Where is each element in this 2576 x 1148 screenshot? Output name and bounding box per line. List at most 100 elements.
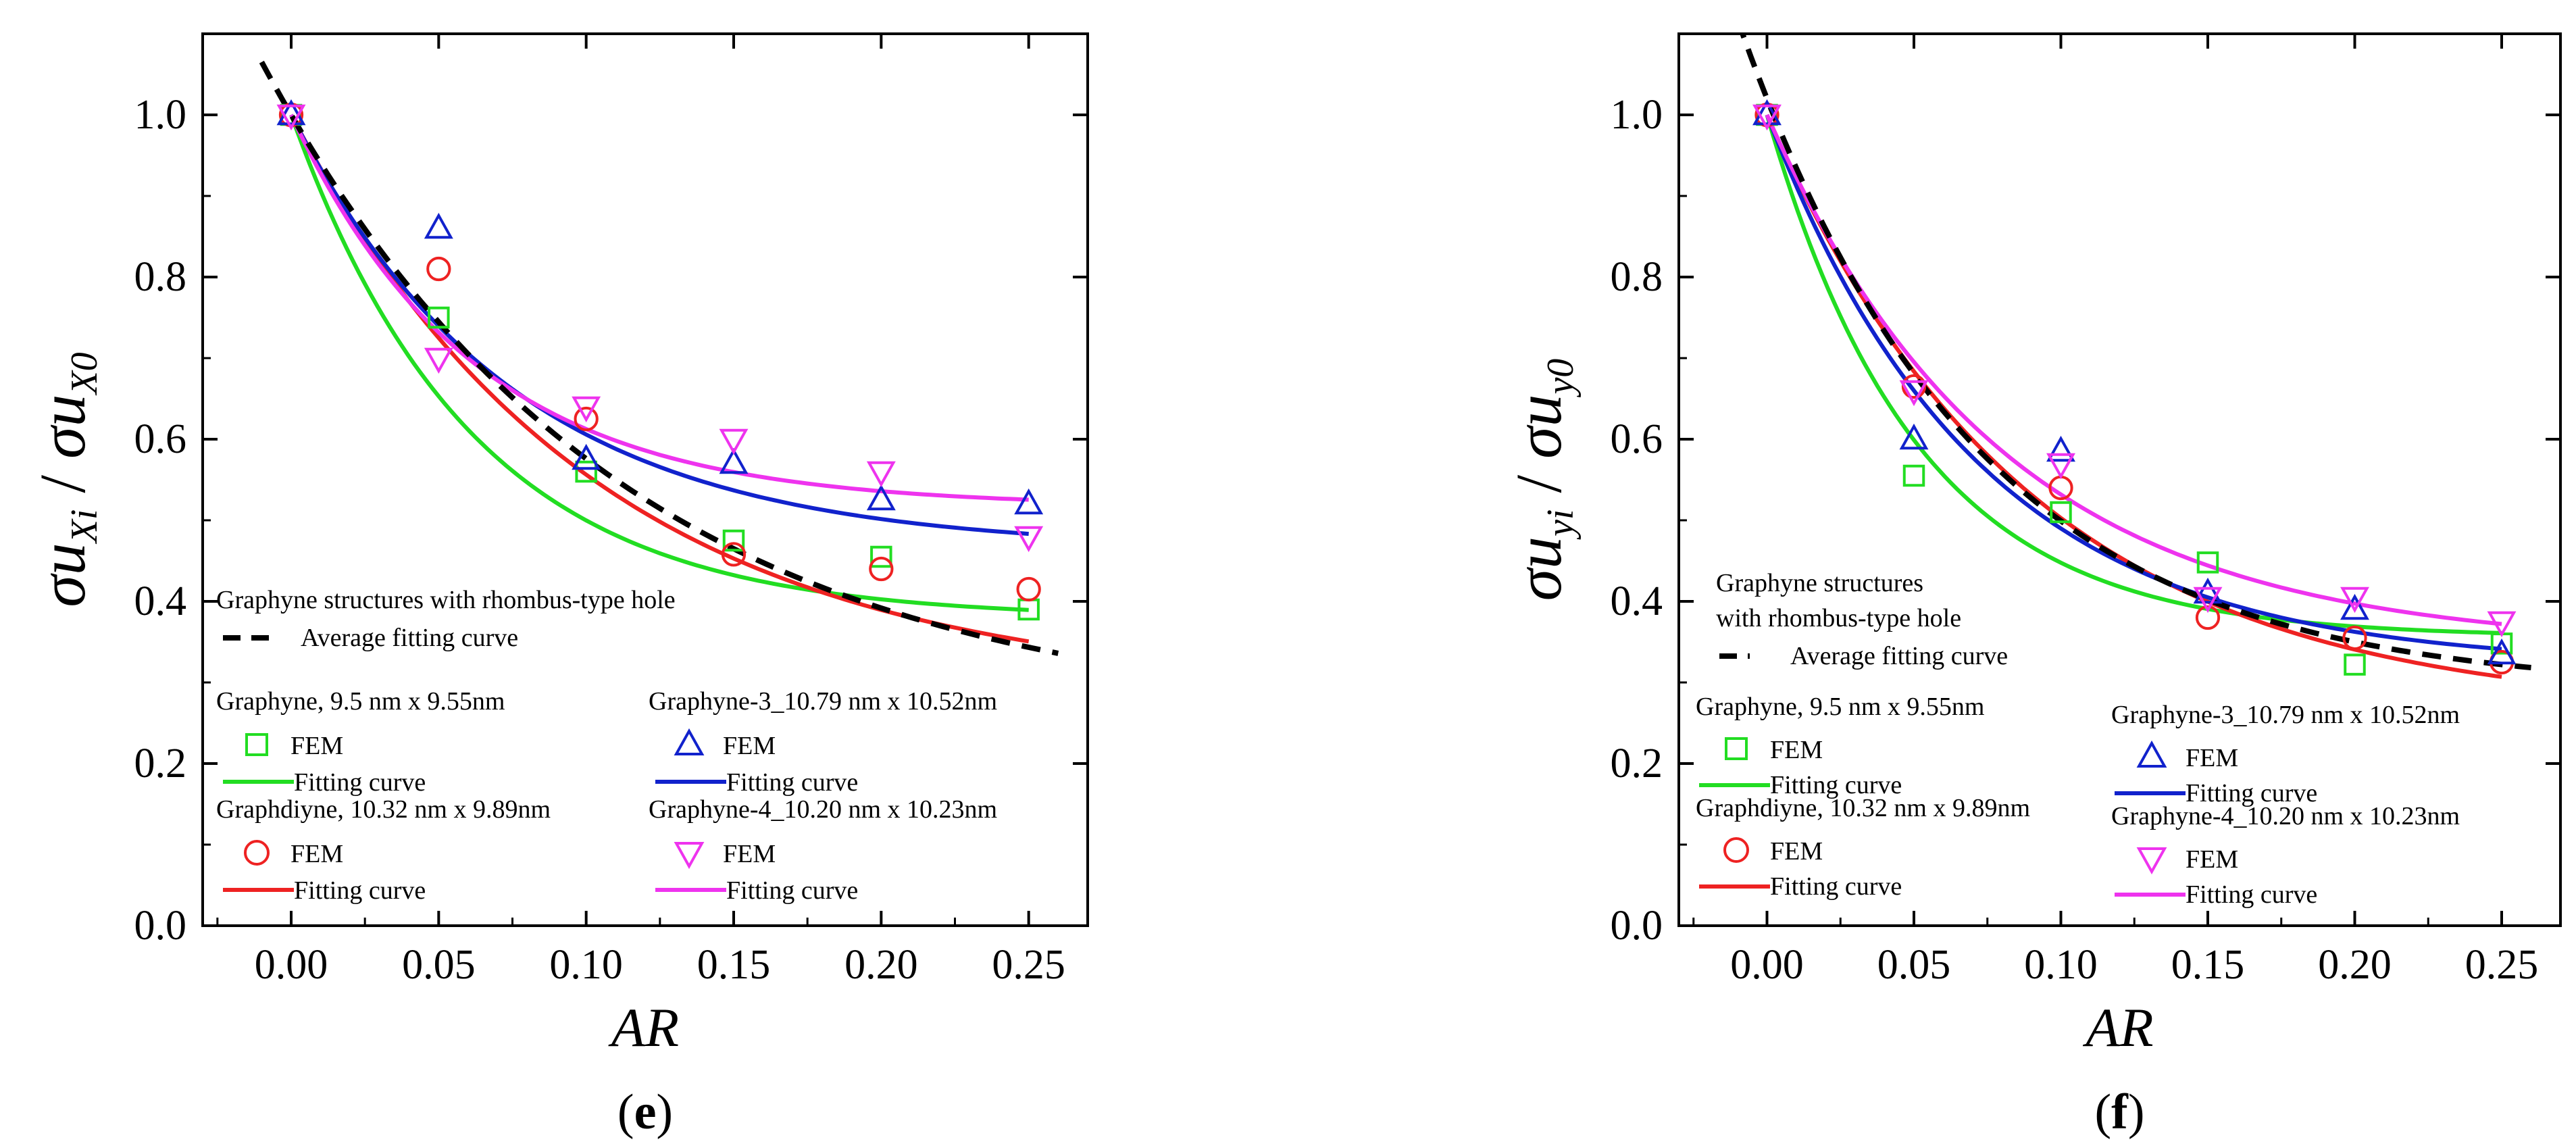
fem-point-graphyne-4: [2046, 453, 2075, 480]
panel-label-part: (: [2095, 1084, 2112, 1140]
legend-marker-label: FEM: [1770, 736, 1823, 764]
panel-label: (e): [617, 1084, 673, 1140]
fit-curve-graphyne-3: [289, 114, 1029, 536]
legend-marker-label: FEM: [1770, 837, 1823, 866]
fem-point-graphyne-4: [1752, 104, 1782, 131]
fem-point-graphyne: [2344, 653, 2366, 676]
x-axis-label: AR: [2082, 997, 2153, 1058]
panel-label-part: e: [634, 1084, 657, 1140]
y-axis-label: σuyi / σuy0: [1502, 359, 1582, 601]
fem-point-graphyne-3: [2340, 593, 2369, 620]
fem-point-graphyne-3: [1014, 488, 1044, 515]
fem-point-graphyne-3: [1752, 99, 1782, 126]
fem-point-graphyne-3: [866, 484, 896, 511]
y-tick-label: 0.8: [134, 254, 187, 300]
legend-average-label: Average fitting curve: [1790, 642, 2008, 670]
fem-point-graphyne-3: [424, 212, 453, 239]
legend-title: Graphyne structures with rhombus-type ho…: [216, 586, 676, 614]
y-axis-label-part: X0: [64, 352, 105, 395]
legend-marker-label: FEM: [291, 840, 343, 868]
chart-panel-e: 0.00 0.05 0.10 0.15 0.20 0.25 0.0 0.2 0.4 0.6 0.8 1…: [26, 32, 1089, 1140]
legend-marker: [2136, 740, 2167, 768]
legend-marker-label: FEM: [723, 840, 776, 868]
panel-label-part: (: [617, 1084, 634, 1140]
legend-group-name: Graphdiyne, 10.32 nm x 9.89nm: [216, 795, 551, 824]
x-tick-label: 0.15: [2171, 942, 2245, 988]
y-axis-label-part: Xi: [64, 509, 105, 545]
panel-label-part: ): [2128, 1084, 2145, 1140]
fit-curve-graphyne: [1765, 114, 2502, 635]
average-fit-curve: [1740, 34, 2531, 670]
y-axis-label-part: y0: [1540, 359, 1582, 398]
legend-marker-label: FEM: [2186, 845, 2238, 874]
x-axis-label: AR: [608, 997, 679, 1058]
legend-marker: [2136, 847, 2167, 875]
x-tick-label: 0.10: [549, 942, 623, 988]
legend-line-label: Fitting curve: [1770, 872, 1902, 901]
y-axis-label: σuXi / σuX0: [26, 352, 105, 607]
y-tick-label: 0.6: [134, 416, 187, 462]
fem-point-graphyne: [575, 460, 597, 483]
legend-group-name: Graphyne-4_10.20 nm x 10.23nm: [2111, 802, 2460, 830]
fem-point-graphyne-3: [572, 443, 601, 470]
y-tick-label: 1.0: [1611, 92, 1663, 138]
fit-curve-graphyne-4: [289, 114, 1029, 502]
y-tick-label: 0.4: [1611, 578, 1663, 624]
fem-point-graphyne-4: [2340, 587, 2369, 614]
panel-label-part: ): [656, 1084, 673, 1140]
x-tick-label: 0.20: [2318, 942, 2392, 988]
panel-label: (f): [2095, 1084, 2145, 1140]
legend-group-name: Graphdiyne, 10.32 nm x 9.89nm: [1696, 794, 2030, 822]
legend-average-label: Average fitting curve: [301, 624, 518, 652]
fem-point-graphyne-4: [572, 396, 601, 423]
legend-group-name: Graphyne, 9.5 nm x 9.55nm: [1696, 693, 1984, 721]
legend-group-name: Graphyne-3_10.79 nm x 10.52nm: [649, 687, 997, 716]
x-tick-label: 0.20: [844, 942, 918, 988]
fem-point-graphyne-4: [2193, 587, 2223, 614]
legend-line-label: Fitting curve: [294, 876, 426, 905]
fem-point-graphyne-3: [276, 99, 306, 126]
legend-line-label: Fitting curve: [726, 768, 858, 797]
legend-marker-label: FEM: [2186, 744, 2238, 772]
x-tick-label: 0.00: [255, 942, 328, 988]
fem-point-graphdiyne: [426, 256, 451, 282]
y-axis-label-part: σu: [26, 395, 99, 459]
x-tick-label: 0.15: [697, 942, 771, 988]
x-tick-label: 0.10: [2024, 942, 2098, 988]
fem-point-graphyne-3: [2487, 638, 2517, 665]
chart-panel-f: 0.00 0.05 0.10 0.15 0.20 0.25 0.0 0.2 0.4 0.6 0.8 1…: [1502, 32, 2562, 1140]
y-tick-label: 1.0: [134, 92, 187, 138]
fem-point-graphyne-4: [1014, 526, 1044, 553]
fem-point-graphyne-3: [1899, 423, 1929, 450]
plot-frame: [201, 32, 1089, 927]
legend-group-name: Graphyne, 9.5 nm x 9.55nm: [216, 687, 505, 716]
legend: Graphyne structures with rhombus-type hol…: [1696, 569, 2460, 909]
legend-title: with rhombus-type hole: [1716, 604, 1961, 632]
fem-point-graphyne: [1902, 464, 1925, 487]
y-tick-label: 0.0: [134, 903, 187, 949]
fem-point-graphyne-4: [866, 461, 896, 488]
y-tick-label: 0.2: [134, 741, 187, 787]
fem-point-graphyne-4: [719, 428, 749, 455]
fem-point-graphyne: [870, 545, 892, 568]
y-tick-label: 0.2: [1611, 741, 1663, 787]
legend-marker-label: FEM: [291, 732, 343, 760]
y-tick-label: 0.0: [1611, 903, 1663, 949]
y-axis-label-part: σu: [26, 543, 99, 607]
legend-marker: [674, 842, 705, 870]
x-tick-label: 0.00: [1730, 942, 1804, 988]
legend-marker: [245, 733, 268, 756]
plot-frame: [1677, 32, 2562, 927]
legend-line-label: Fitting curve: [294, 768, 426, 797]
fem-point-graphdiyne: [574, 406, 599, 432]
x-tick-label: 0.25: [2465, 942, 2539, 988]
fem-point-graphyne-3: [719, 447, 749, 474]
fit-curve-graphyne: [289, 114, 1029, 612]
fit-curve-graphdiyne: [289, 114, 1030, 644]
panel-label-part: f: [2111, 1084, 2129, 1140]
legend-marker: [1725, 737, 1748, 760]
legend-group-name: Graphyne-3_10.79 nm x 10.52nm: [2111, 701, 2460, 729]
legend-line-label: Fitting curve: [1770, 771, 1902, 799]
fem-point-graphyne: [722, 529, 745, 552]
